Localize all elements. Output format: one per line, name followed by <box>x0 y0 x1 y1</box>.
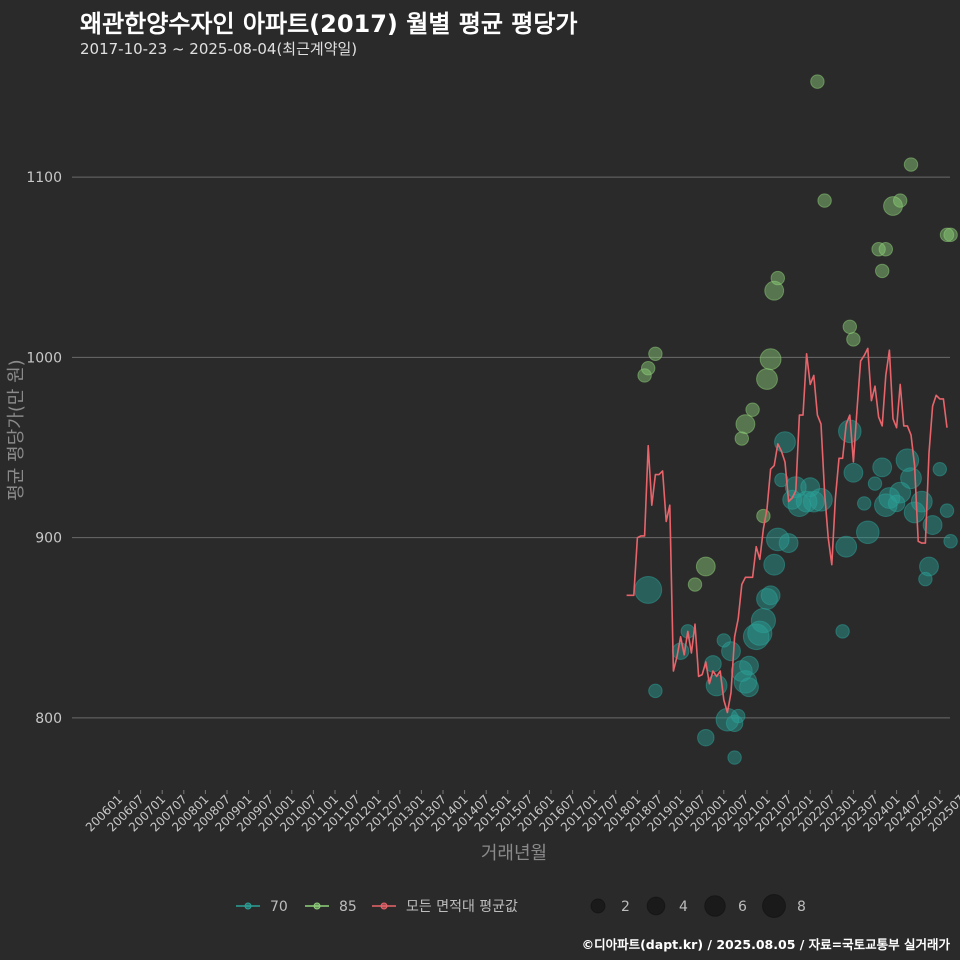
point-85 <box>735 414 756 435</box>
point-85 <box>842 319 857 334</box>
point-85 <box>745 402 760 417</box>
point-85 <box>734 431 749 446</box>
legend-size-circle <box>704 895 726 917</box>
point-85 <box>637 368 652 383</box>
point-70 <box>731 708 746 724</box>
point-70 <box>750 608 776 634</box>
point-70 <box>739 677 759 698</box>
point-70 <box>910 490 933 513</box>
point-70 <box>648 683 663 699</box>
y-tick-label: 800 <box>35 711 62 727</box>
source-caption: ©디아파트(dapt.kr) / 2025.08.05 / 자료=국토교통부 실… <box>581 937 950 952</box>
point-70 <box>716 633 731 648</box>
point-70 <box>727 750 742 765</box>
point-70 <box>697 728 715 747</box>
point-85 <box>817 193 832 208</box>
average-line-layer <box>626 347 948 714</box>
point-70 <box>705 674 728 697</box>
point-85 <box>759 348 782 371</box>
point-70 <box>939 503 955 518</box>
point-85 <box>810 74 825 89</box>
legend: 70 85 모든 면적대 평균값 2 4 6 8 <box>236 894 806 918</box>
point-85 <box>875 263 890 279</box>
legend-size-label: 8 <box>797 899 806 915</box>
point-70 <box>774 431 796 454</box>
point-85 <box>871 242 886 257</box>
x-axis-ticks: 2006012006072007012007072008012008072009… <box>83 790 960 835</box>
point-85 <box>648 346 663 362</box>
grid-lines <box>72 176 950 719</box>
legend-size-label: 2 <box>621 899 630 915</box>
point-70 <box>919 556 939 577</box>
point-70 <box>900 467 922 490</box>
point-70 <box>778 533 799 553</box>
legend-key-point <box>244 902 252 910</box>
average-line <box>626 347 948 714</box>
point-85 <box>883 196 903 216</box>
x-axis-title: 거래년월 <box>481 843 547 864</box>
point-85 <box>903 157 919 172</box>
point-70 <box>634 575 663 604</box>
point-70 <box>872 457 893 478</box>
legend-key-point <box>313 902 321 910</box>
point-70 <box>739 655 759 676</box>
point-70 <box>943 534 958 549</box>
chart-title: 왜관한양수자인 아파트(2017) 월별 평균 평당가 <box>80 10 578 38</box>
legend-label: 85 <box>339 899 357 915</box>
legend-size-label: 4 <box>679 899 688 915</box>
point-85 <box>641 361 656 376</box>
point-70 <box>867 476 883 491</box>
scatter-points <box>634 74 958 765</box>
y-tick-label: 900 <box>35 531 62 547</box>
point-85 <box>846 332 861 347</box>
point-85 <box>764 280 785 301</box>
point-85 <box>893 193 908 208</box>
legend-size-label: 6 <box>738 899 747 915</box>
point-85 <box>770 270 785 286</box>
point-85 <box>943 227 958 243</box>
legend-label: 모든 면적대 평균값 <box>406 899 518 915</box>
point-85 <box>939 227 955 243</box>
point-70 <box>721 641 741 662</box>
legend-size-circle <box>590 898 606 914</box>
point-70 <box>857 496 872 511</box>
point-85 <box>695 556 716 577</box>
point-70 <box>843 462 864 483</box>
chart-subtitle: 2017-10-23 ~ 2025-08-04(최근계약일) <box>80 40 358 58</box>
point-70 <box>835 535 858 558</box>
point-85 <box>687 577 703 592</box>
point-70 <box>763 553 786 576</box>
point-70 <box>878 487 901 509</box>
legend-label: 70 <box>270 899 288 915</box>
point-70 <box>760 585 781 606</box>
point-70 <box>725 714 744 733</box>
point-70 <box>856 520 880 545</box>
point-70 <box>809 488 833 512</box>
legend-size-circle <box>646 896 666 916</box>
point-70 <box>903 501 926 524</box>
legend-key-point <box>380 902 388 910</box>
point-70 <box>835 624 850 639</box>
y-tick-label: 1000 <box>26 350 62 366</box>
point-70 <box>922 515 943 535</box>
point-85 <box>756 368 778 390</box>
y-tick-label: 1100 <box>26 170 62 186</box>
point-85 <box>878 242 893 257</box>
point-70 <box>932 461 947 477</box>
point-70 <box>742 623 770 651</box>
point-70 <box>766 527 790 552</box>
y-axis-ticks: 800 900 1000 1100 <box>26 170 62 727</box>
point-85 <box>756 508 771 524</box>
y-axis-title: 평균 평당가(만 원) <box>6 359 27 500</box>
legend-size-circle <box>762 894 786 918</box>
